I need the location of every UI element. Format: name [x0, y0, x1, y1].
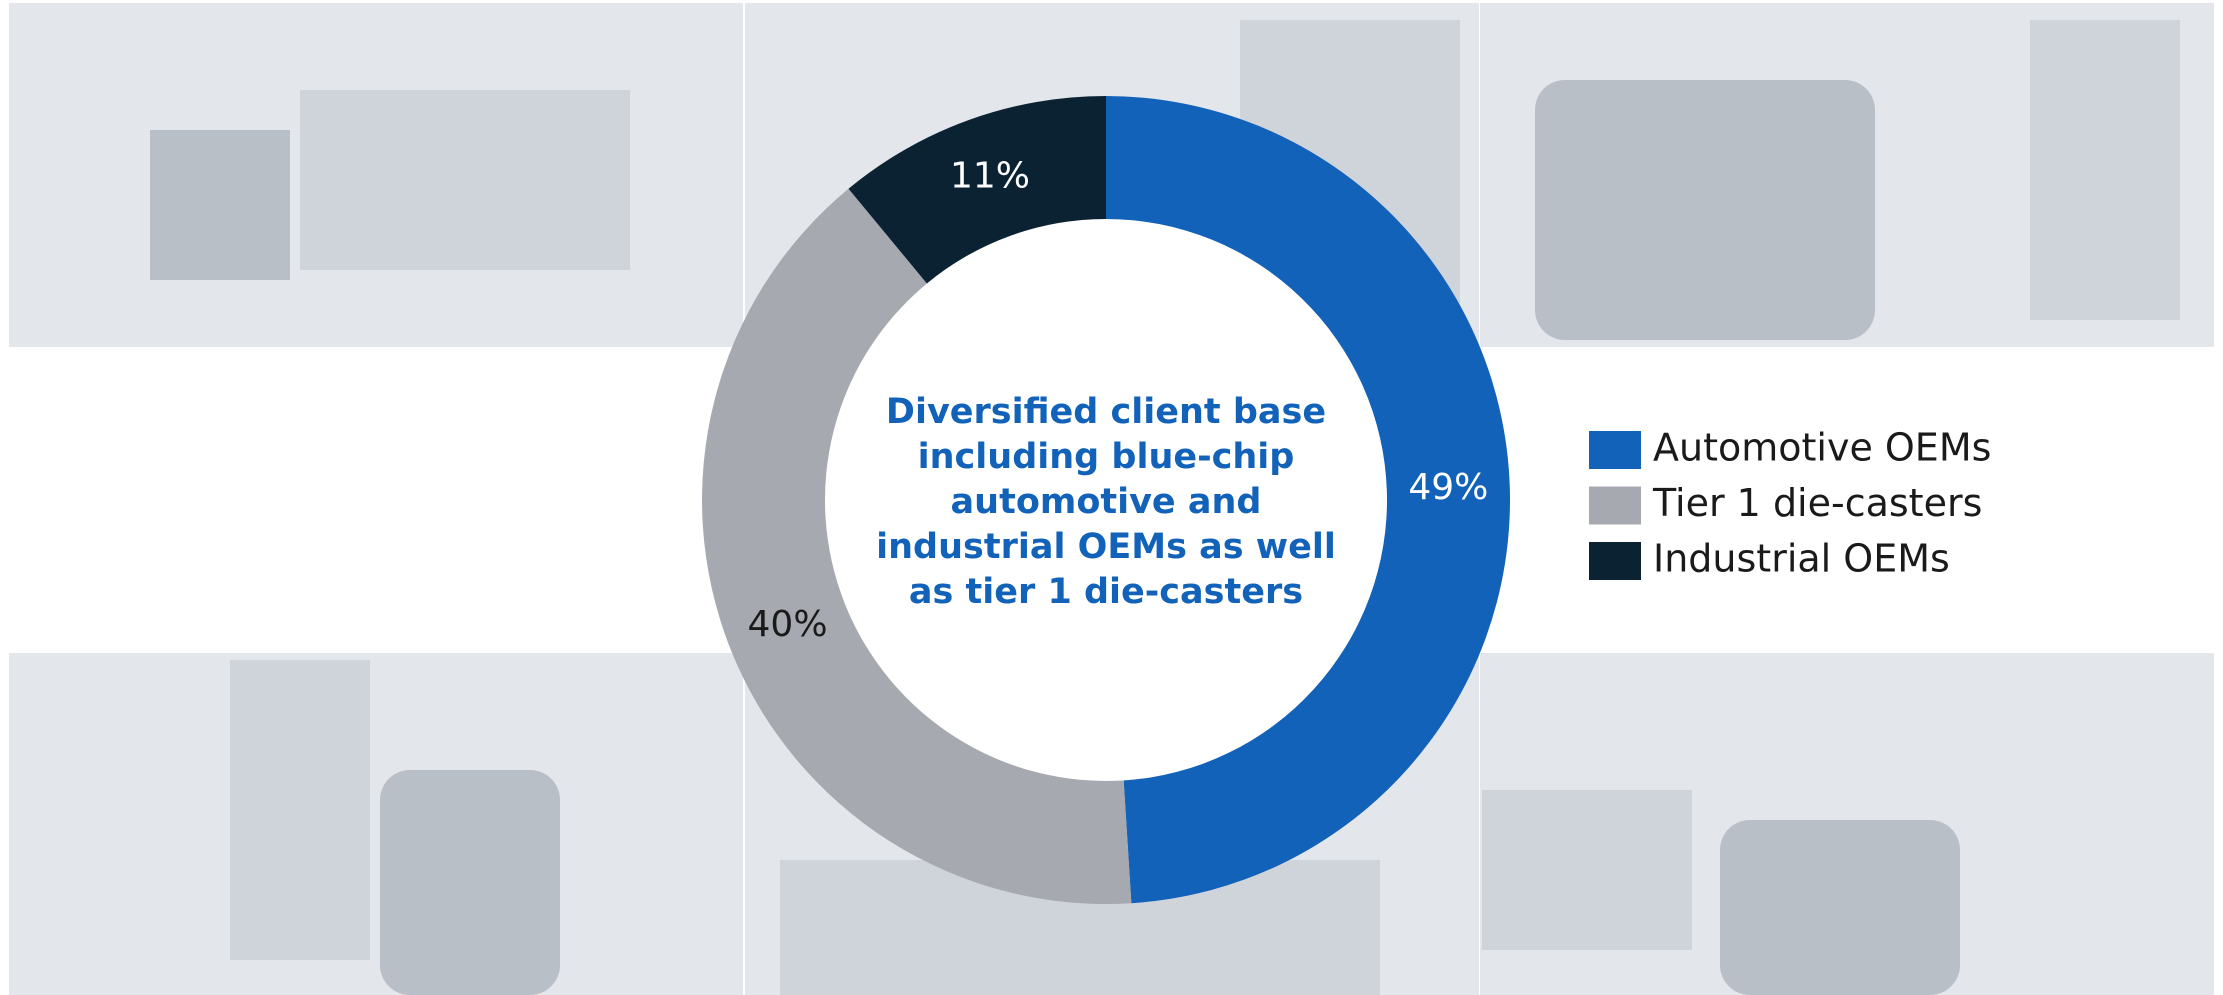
- photo-detail: [150, 130, 290, 280]
- donut-segment: [848, 96, 1106, 284]
- center-title: automotive and: [951, 482, 1262, 522]
- photo-detail: [1482, 790, 1692, 950]
- data-label: 11%: [950, 156, 1030, 197]
- photo: [9, 653, 743, 995]
- legend-swatch: [1589, 486, 1641, 525]
- center-title: Diversified client base: [886, 392, 1326, 432]
- photo-detail: [300, 90, 630, 270]
- center-title: including blue-chip: [918, 437, 1295, 477]
- center-title: as tier 1 die-casters: [909, 572, 1303, 612]
- data-label: 49%: [1408, 467, 1488, 508]
- legend-label: Automotive OEMs: [1653, 426, 1991, 470]
- donut-segment: [702, 188, 1132, 904]
- photo-detail: [1720, 820, 1960, 995]
- donut-segment: [1106, 96, 1511, 904]
- photo-detail: [2030, 20, 2180, 320]
- center-title: industrial OEMs as well: [876, 527, 1336, 567]
- data-label: 40%: [748, 604, 828, 645]
- photo-detail: [230, 660, 370, 960]
- photo-detail: [380, 770, 560, 995]
- legend-swatch: [1589, 542, 1641, 580]
- donut-hole: [825, 219, 1387, 781]
- legend-label: Tier 1 die-casters: [1652, 481, 1982, 525]
- legend-label: Industrial OEMs: [1653, 537, 1950, 581]
- legend-swatch: [1589, 431, 1641, 469]
- photo-detail: [1535, 80, 1875, 340]
